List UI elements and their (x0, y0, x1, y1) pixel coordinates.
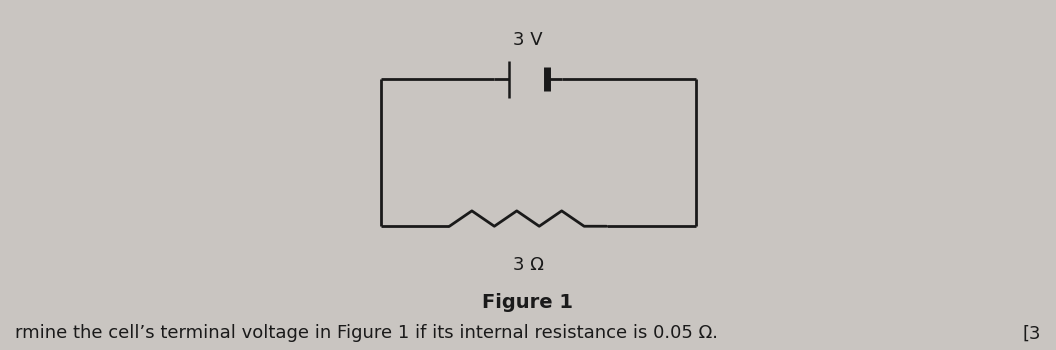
Text: Figure 1: Figure 1 (483, 293, 573, 312)
Text: 3 Ω: 3 Ω (512, 256, 544, 274)
Text: rmine the cell’s terminal voltage in Figure 1 if its internal resistance is 0.05: rmine the cell’s terminal voltage in Fig… (15, 324, 718, 342)
Text: [3: [3 (1023, 324, 1041, 342)
Text: 3 V: 3 V (513, 30, 543, 49)
